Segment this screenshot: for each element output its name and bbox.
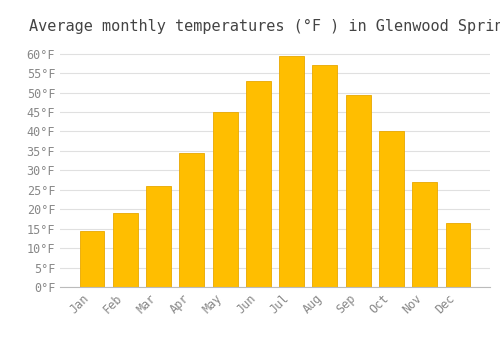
Bar xyxy=(212,112,238,287)
Bar xyxy=(246,81,271,287)
Bar xyxy=(379,132,404,287)
Bar xyxy=(146,186,171,287)
Title: Average monthly temperatures (°F ) in Glenwood Springs: Average monthly temperatures (°F ) in Gl… xyxy=(28,19,500,34)
Bar xyxy=(80,231,104,287)
Bar xyxy=(180,153,204,287)
Bar xyxy=(346,94,370,287)
Bar xyxy=(279,56,304,287)
Bar xyxy=(446,223,470,287)
Bar xyxy=(312,65,338,287)
Bar xyxy=(113,213,138,287)
Bar xyxy=(412,182,437,287)
